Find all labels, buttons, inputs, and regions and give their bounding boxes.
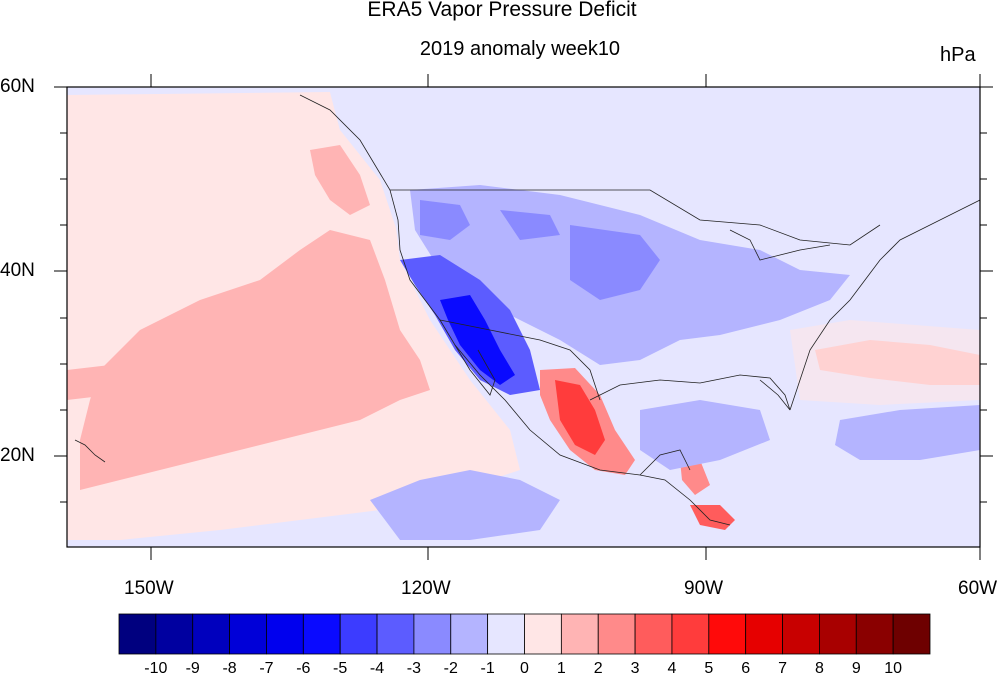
colorbar-swatch — [229, 613, 267, 655]
colorbar-label: 2 — [593, 660, 603, 677]
colorbar-label: 4 — [667, 660, 677, 677]
map-frame — [66, 86, 981, 548]
colorbar-label: 5 — [704, 660, 714, 677]
colorbar — [118, 613, 931, 655]
lon-label-60w: 60W — [958, 578, 998, 599]
colorbar-swatch — [192, 613, 230, 655]
colorbar-label: -2 — [443, 660, 458, 677]
lon-label-90w: 90W — [684, 578, 724, 599]
colorbar-label: -3 — [406, 660, 422, 677]
colorbar-swatch — [413, 613, 452, 655]
field-pacific-south-blue — [370, 470, 560, 540]
coast-east — [789, 199, 980, 411]
colorbar-label: -9 — [185, 660, 200, 677]
lat-label-40n: 40N — [0, 260, 35, 281]
field-sw-darkblue — [440, 295, 515, 385]
colorbar-label: -5 — [333, 660, 348, 677]
colorbar-label: -4 — [369, 660, 385, 677]
colorbar-swatch — [376, 613, 415, 655]
colorbar-swatch — [302, 613, 341, 655]
colorbar-label: -8 — [222, 660, 237, 677]
colorbar-label: 9 — [851, 660, 861, 677]
colorbar-swatch — [634, 613, 673, 655]
colorbar-label: 7 — [778, 660, 787, 677]
field-pacific-pink-west — [67, 365, 130, 400]
field-caribbean-blue — [835, 405, 980, 460]
hawaii — [74, 439, 106, 463]
lon-label-150w: 150W — [124, 578, 174, 599]
us-canada-border — [390, 189, 881, 246]
colorbar-swatch — [782, 613, 820, 655]
colorbar-label: 1 — [556, 660, 566, 677]
colorbar-label: -7 — [259, 660, 274, 677]
colorbar-label: -10 — [144, 660, 168, 677]
lat-label-20n: 20N — [0, 445, 35, 466]
units-label: hPa — [940, 44, 976, 66]
colorbar-swatch — [487, 613, 525, 655]
colorbar-label: -1 — [480, 660, 495, 677]
colorbar-swatch — [450, 613, 489, 655]
anomaly-field — [67, 87, 980, 547]
tick-marks — [54, 74, 993, 560]
us-mexico-border — [439, 319, 601, 401]
colorbar-label: 3 — [630, 660, 640, 677]
colorbar-swatch — [524, 613, 562, 655]
field-pacific-pink-north — [310, 145, 370, 215]
colorbar-swatch — [560, 613, 599, 655]
field-gulf-blue — [640, 400, 770, 470]
colorbar-swatch — [745, 613, 783, 655]
colorbar-swatch — [892, 613, 931, 655]
coast-baja — [454, 344, 496, 396]
field-pacific-pink — [80, 230, 430, 490]
colorbar-swatch — [118, 613, 157, 655]
lat-label-60n: 60N — [0, 76, 35, 97]
colorbar-label: 0 — [520, 660, 529, 677]
field-ca-pink — [680, 460, 710, 495]
coast-yucatan — [639, 449, 691, 476]
field-us-mid-blue — [420, 200, 660, 300]
colorbar-swatch — [671, 613, 710, 655]
colorbar-swatch — [266, 613, 304, 655]
colorbar-label: 10 — [884, 660, 903, 677]
colorbar-swatch — [597, 613, 636, 655]
subtitle: 2019 anomaly week10 — [419, 38, 621, 60]
colorbar-label: 6 — [741, 660, 751, 677]
colorbar-swatch — [708, 613, 747, 655]
field-atlantic-lightpink — [790, 320, 980, 405]
colorbar-swatch — [155, 613, 194, 655]
colorbar-label: 8 — [814, 660, 824, 677]
great-lakes — [729, 229, 831, 261]
field-mexico-red — [555, 380, 605, 455]
colorbar-swatch — [855, 613, 894, 655]
coast-gulf — [589, 374, 791, 411]
colorbar-label: -6 — [296, 660, 311, 677]
colorbar-swatch — [339, 613, 378, 655]
colorbar-swatch — [819, 613, 857, 655]
title: ERA5 Vapor Pressure Deficit — [367, 0, 637, 21]
coastlines — [74, 94, 980, 526]
lon-label-120w: 120W — [401, 578, 451, 599]
